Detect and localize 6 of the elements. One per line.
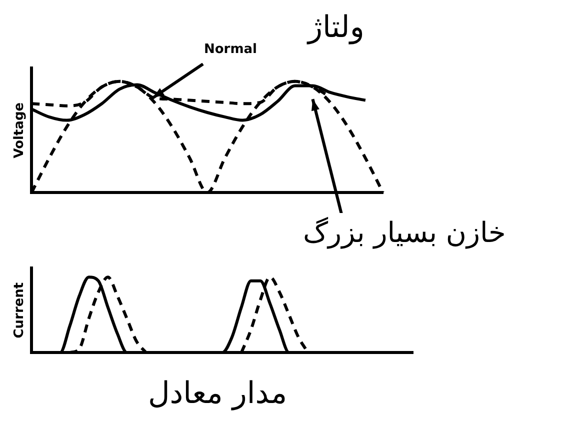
text: مدار معادل: [148, 376, 288, 411]
text: خازن بسیار بزرگ: [303, 216, 506, 249]
text: Normal: [204, 42, 257, 57]
y-axis-title: Voltage: [12, 102, 28, 158]
y-axis-title: Current: [12, 282, 28, 338]
chart-title: ولتاژ: [308, 10, 364, 45]
